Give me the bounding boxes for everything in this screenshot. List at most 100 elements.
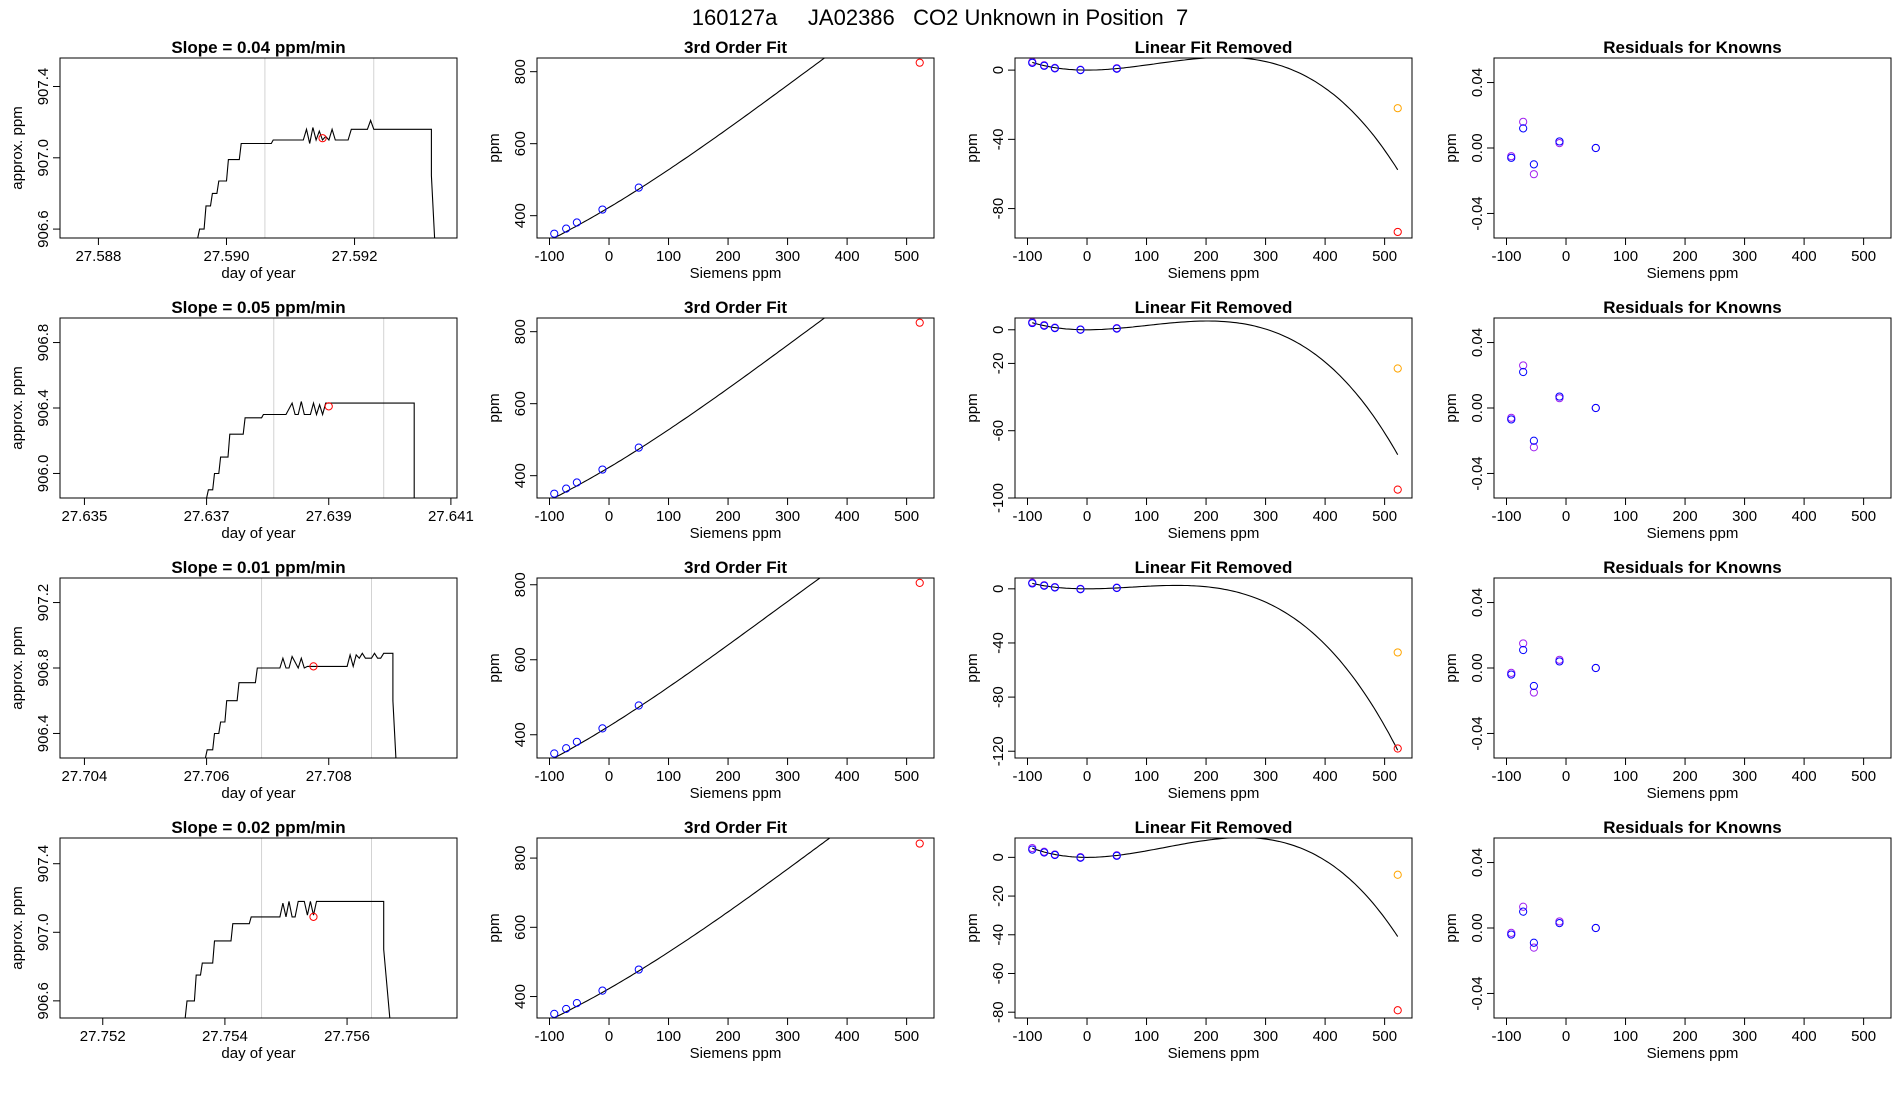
blue-point: [1591, 663, 1600, 673]
x-tick-label: 500: [1372, 768, 1397, 785]
x-axis-label: Siemens ppm: [1168, 265, 1260, 282]
blue-point: [1555, 918, 1564, 928]
data-trace: [60, 118, 457, 238]
blue-point: [550, 1009, 559, 1018]
y-axis-label: ppm: [964, 913, 981, 942]
blue-point: [1028, 845, 1037, 854]
x-tick-label: 27.756: [324, 1028, 370, 1045]
x-tick-label: 0: [1083, 1028, 1091, 1045]
blue-point: [1529, 436, 1538, 445]
y-tick-label: 400: [512, 463, 529, 488]
red-point: [1393, 227, 1402, 237]
x-tick-label: 400: [1313, 768, 1338, 785]
blue-point: [562, 1004, 571, 1014]
x-tick-label: 0: [1562, 508, 1570, 525]
panel-r2-c1: 27.635 27.637 27.639 27.641 906.0 906.4 906.8 S…: [9, 298, 474, 542]
fit-curve: [554, 58, 826, 238]
blue-point: [1555, 392, 1564, 401]
blue-point: [550, 489, 559, 498]
y-tick-label: -40: [990, 129, 1007, 151]
blue-point: [1555, 657, 1564, 666]
panel-r2-c2: -100 0 100 200 300 400 500 400 600 800 3rd Order F…: [486, 298, 935, 542]
y-tick-label: -100: [990, 483, 1007, 513]
x-tick-label: -100: [534, 508, 564, 525]
y-axis-label: ppm: [486, 653, 503, 682]
y-tick-label: -0.04: [1469, 456, 1486, 490]
x-tick-label: 200: [716, 248, 741, 265]
orange-point: [1393, 648, 1402, 657]
x-tick-label: 300: [775, 768, 800, 785]
x-tick-label: 0: [605, 508, 613, 525]
blue-point: [1076, 66, 1085, 75]
x-axis-label: Siemens ppm: [690, 525, 782, 542]
blue-point: [1519, 645, 1528, 655]
y-tick-label: 800: [512, 846, 529, 871]
y-tick-label: -0.04: [1469, 716, 1486, 750]
y-tick-label: -60: [990, 420, 1007, 442]
x-tick-label: 200: [716, 768, 741, 785]
x-tick-label: 500: [894, 1028, 919, 1045]
y-tick-label: 800: [512, 319, 529, 344]
x-axis-label: Siemens ppm: [1647, 1045, 1739, 1062]
blue-point: [1507, 670, 1516, 679]
y-tick-label: 800: [512, 59, 529, 84]
x-tick-label: 0: [1083, 248, 1091, 265]
panel-title: Linear Fit Removed: [1135, 298, 1293, 317]
blue-point: [1112, 583, 1121, 593]
panel-title: Slope = 0.01 ppm/min: [171, 558, 345, 577]
plot-frame: [1014, 837, 1413, 1019]
red-point: [915, 318, 924, 327]
current-point-marker: [324, 402, 333, 411]
panel-r3-c2: -100 0 100 200 300 400 500 400 600 800 3rd Order F…: [486, 558, 935, 802]
x-tick-label: 400: [1313, 1028, 1338, 1045]
x-tick-label: 100: [1134, 508, 1159, 525]
x-tick-label: -100: [1012, 768, 1042, 785]
y-tick-label: 800: [512, 572, 529, 597]
blue-point: [598, 465, 607, 474]
purple-point: [1519, 361, 1528, 370]
purple-point: [1519, 902, 1528, 911]
blue-point: [572, 218, 581, 227]
panel-r4-c1: 27.752 27.754 27.756 906.6 907.0 907.4 Slope =…: [9, 818, 458, 1062]
y-axis-label: ppm: [1443, 913, 1460, 942]
x-tick-label: 400: [835, 768, 860, 785]
x-tick-label: 200: [1673, 1028, 1698, 1045]
panel-r4-c3: -100 0 100 200 300 400 500 0 -20 -40 -60 -80 Linear …: [964, 818, 1413, 1062]
x-tick-label: 200: [1673, 768, 1698, 785]
panel-r3-c3: -100 0 100 200 300 400 500 0 -40 -80 -120 Linear Fi…: [964, 558, 1413, 802]
y-axis-label: approx. ppm: [9, 366, 26, 449]
x-tick-label: 100: [1613, 768, 1638, 785]
x-tick-label: 27.592: [332, 248, 378, 265]
x-tick-label: -100: [534, 1028, 564, 1045]
y-tick-label: 0.00: [1469, 133, 1486, 162]
y-tick-label: -20: [990, 353, 1007, 375]
y-tick-label: -20: [990, 885, 1007, 907]
blue-point: [598, 724, 607, 733]
x-tick-label: -100: [1491, 1028, 1521, 1045]
red-point: [915, 839, 924, 848]
y-tick-label: 600: [512, 647, 529, 672]
y-tick-label: 907.0: [35, 914, 52, 952]
x-tick-label: 200: [1194, 768, 1219, 785]
purple-point: [1529, 688, 1538, 697]
panel-r4-c4: -100 0 100 200 300 400 500 -0.04 0.00 0.04 Residua…: [1443, 818, 1892, 1062]
x-axis-label: Siemens ppm: [690, 1045, 782, 1062]
y-tick-label: 400: [512, 203, 529, 228]
x-tick-label: -100: [1012, 1028, 1042, 1045]
x-tick-label: -100: [1491, 248, 1521, 265]
x-tick-label: -100: [534, 768, 564, 785]
x-tick-label: 300: [1732, 248, 1757, 265]
blue-point: [1519, 907, 1528, 916]
x-tick-label: 300: [1253, 248, 1278, 265]
y-axis-label: approx. ppm: [9, 106, 26, 189]
x-tick-label: 0: [605, 1028, 613, 1045]
y-tick-label: 0.04: [1469, 328, 1486, 357]
y-tick-label: 0: [990, 585, 1007, 593]
y-tick-label: -120: [990, 736, 1007, 766]
plot-frame: [1014, 317, 1413, 499]
current-point-marker: [309, 662, 318, 671]
y-tick-label: 906.4: [35, 715, 52, 753]
blue-point: [550, 229, 559, 238]
x-tick-label: 0: [605, 248, 613, 265]
